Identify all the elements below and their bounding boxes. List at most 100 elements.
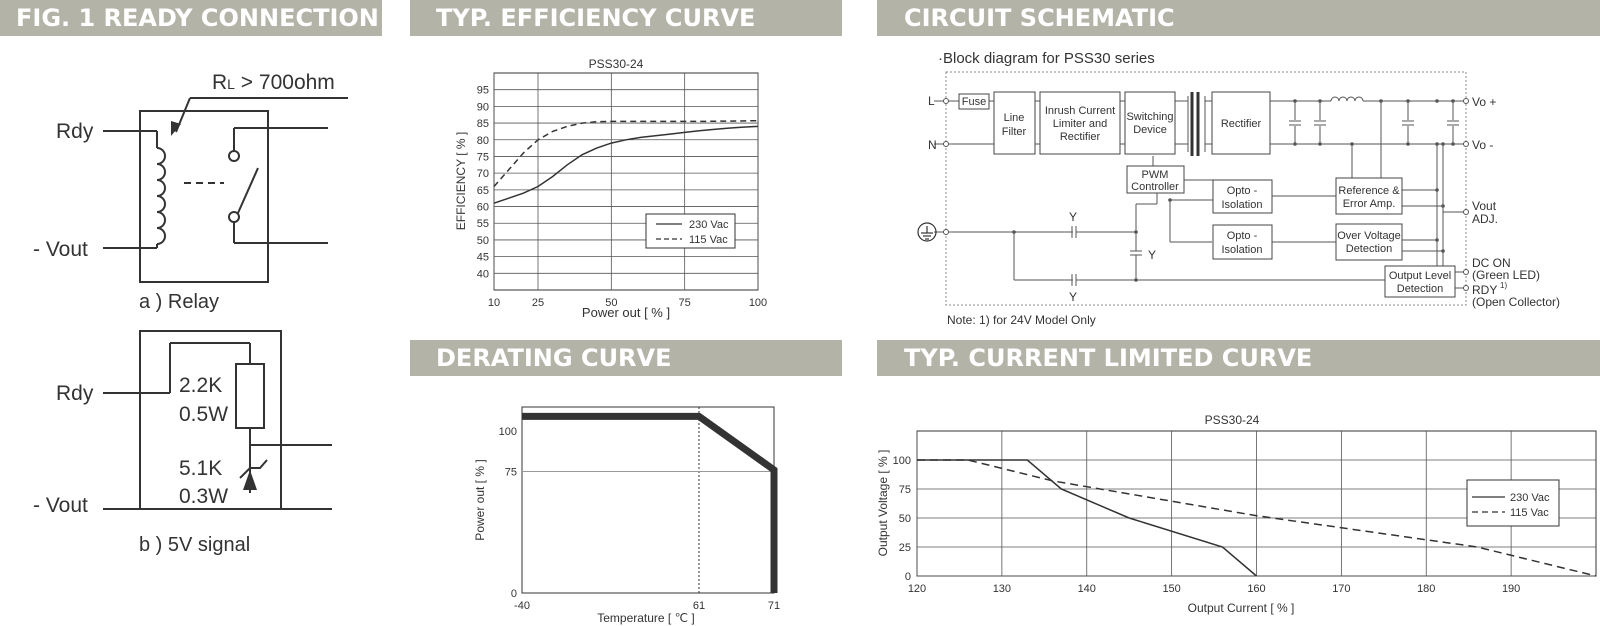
cur-x-tick: 130 <box>993 583 1011 595</box>
header-ready-connection: FIG. 1 READY CONNECTION <box>0 0 382 36</box>
label-switching-2: Device <box>1133 124 1167 136</box>
header-derating-curve: DERATING CURVE <box>410 340 842 376</box>
block-reference <box>1335 177 1403 215</box>
der-y-axis-label: Power out [ % ] <box>473 459 487 540</box>
ground-symbol <box>917 222 937 242</box>
terminal-rdy-footnote: 1) <box>1500 281 1507 290</box>
der-x-axis-label: Temperature [ ℃ ] <box>597 611 695 625</box>
label-opto2-2: Isolation <box>1222 244 1263 256</box>
block-labels: Fuse Line Filter Inrush Current Limiter … <box>962 96 1451 295</box>
block-opto-2 <box>1212 224 1273 260</box>
eff-x-tick: 50 <box>605 297 617 309</box>
relay-rdy-label: Rdy <box>56 120 94 143</box>
eff-x-axis-label: Power out [ % ] <box>582 305 670 320</box>
label-ovp-1: Over Voltage <box>1337 230 1401 242</box>
relay-box <box>139 110 269 283</box>
der-reference-lines <box>522 407 774 593</box>
terminal-labels: L N Vo + Vo - Vout ADJ. DC ON (Green LED… <box>928 94 1560 309</box>
label-opto2-1: Opto - <box>1227 230 1258 242</box>
der-y-tick: 100 <box>499 426 517 438</box>
label-rectifier: Rectifier <box>1221 118 1262 130</box>
eff-legend-230: 230 Vac <box>689 219 729 231</box>
resistor-power-label: 0.5W <box>179 403 228 426</box>
label-pwm-2: Controller <box>1131 181 1179 193</box>
cur-series <box>917 459 1597 577</box>
zener-arrow-head <box>243 470 257 490</box>
eff-y-tick: 90 <box>477 101 489 113</box>
label-inrush-1: Inrush Current <box>1045 105 1115 117</box>
der-x-tick: -40 <box>514 600 530 612</box>
eff-y-tick: 50 <box>477 235 489 247</box>
cur-y-tick: 25 <box>899 542 911 554</box>
resistor-2k2 <box>235 363 265 429</box>
der-y-tick: 0 <box>511 588 517 600</box>
cur-x-tick: 120 <box>908 583 926 595</box>
label-olevel-2: Detection <box>1397 283 1443 295</box>
eff-grid <box>493 73 759 290</box>
eff-chart-title: PSS30-24 <box>589 57 644 71</box>
zener-value-label: 5.1K <box>179 457 222 480</box>
schematic-junctions <box>1012 99 1455 282</box>
der-x-tick: 71 <box>768 600 780 612</box>
schematic-wires <box>934 96 1466 289</box>
cur-y-tick: 50 <box>899 513 911 525</box>
der-series <box>522 412 778 593</box>
block-switching <box>1124 91 1176 155</box>
schematic-terminals <box>943 98 1469 291</box>
terminal-vo-plus: Vo + <box>1472 95 1496 109</box>
eff-y-tick: 70 <box>477 168 489 180</box>
terminal-N: N <box>928 138 937 152</box>
label-opto1-1: Opto - <box>1227 185 1258 197</box>
ready-connection-diagram: Rdy - Vout RL > 700ohm a ) Relay Rdy - V… <box>33 71 348 556</box>
relay-caption: a ) Relay <box>139 291 219 313</box>
eff-legend-115: 115 Vac <box>689 234 728 246</box>
cur-legend-115: 115 Vac <box>1510 507 1549 519</box>
terminal-open-collector: (Open Collector) <box>1472 295 1560 309</box>
block-line-filter <box>993 91 1036 155</box>
cap-label-bottom: Y <box>1069 290 1077 304</box>
eff-legend-box <box>645 213 736 249</box>
cur-y-axis-label: Output Voltage [ % ] <box>876 450 890 557</box>
cur-series-line <box>917 459 1597 577</box>
eff-series-line <box>493 125 759 204</box>
cur-x-axis-label: Output Current [ % ] <box>1188 601 1295 615</box>
cur-x-tick: 160 <box>1247 583 1265 595</box>
terminal-vout: Vout <box>1472 199 1497 213</box>
label-switching-1: Switching <box>1126 111 1173 123</box>
signal-vout-label: - Vout <box>33 494 88 517</box>
label-ref-1: Reference & <box>1338 185 1400 197</box>
eff-x-tick: 10 <box>488 297 500 309</box>
resistor-value-label: 2.2K <box>179 374 222 397</box>
der-y-tick: 75 <box>505 467 517 479</box>
cur-chart-title: PSS30-24 <box>1205 413 1260 427</box>
schematic-title: ·Block diagram for PSS30 series <box>938 50 1155 67</box>
block-pwm <box>1126 165 1185 194</box>
cur-y-tick: 100 <box>893 455 911 467</box>
eff-y-tick: 55 <box>477 218 489 230</box>
zener-diode <box>239 459 268 479</box>
block-over-voltage <box>1335 223 1403 261</box>
label-line-filter-2: Filter <box>1002 126 1027 138</box>
efficiency-chart: PSS30-24 40 45 50 55 60 65 70 75 80 85 90 95 10 25 50 7… <box>454 57 767 320</box>
relay-contact-top <box>228 150 240 162</box>
terminal-green-led: (Green LED) <box>1472 268 1540 282</box>
label-inrush-2: Limiter and <box>1053 118 1107 130</box>
der-series-line <box>522 412 778 593</box>
eff-series <box>493 119 759 204</box>
block-inrush <box>1039 91 1121 155</box>
cur-x-tick: 140 <box>1078 583 1096 595</box>
eff-y-tick: 75 <box>477 151 489 163</box>
block-rectifier <box>1211 91 1271 155</box>
eff-y-tick: 85 <box>477 118 489 130</box>
cur-y-tick: 0 <box>905 571 911 583</box>
eff-y-tick: 65 <box>477 185 489 197</box>
eff-y-tick: 40 <box>477 268 489 280</box>
circuit-schematic: ·Block diagram for PSS30 series <box>917 50 1560 327</box>
label-opto1-2: Isolation <box>1222 199 1263 211</box>
eff-y-tick: 80 <box>477 135 489 147</box>
cur-x-tick: 170 <box>1332 583 1350 595</box>
header-efficiency-curve: TYP. EFFICIENCY CURVE <box>410 0 842 36</box>
schematic-frame <box>945 71 1467 306</box>
terminal-dcon: DC ON <box>1472 256 1511 270</box>
